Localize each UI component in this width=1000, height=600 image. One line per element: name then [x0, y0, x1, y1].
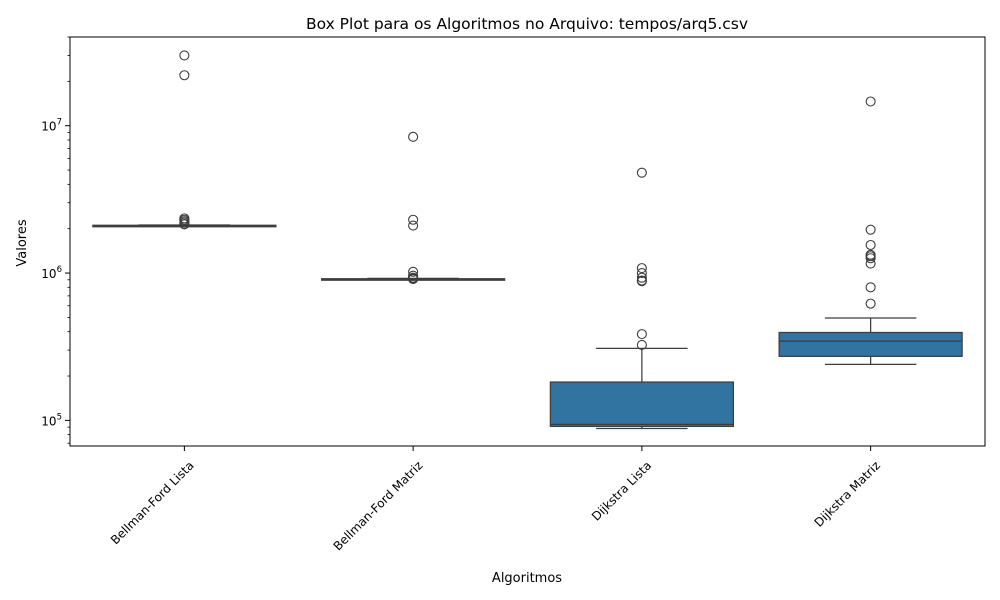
- y-tick-label: 106: [41, 265, 62, 281]
- outlier-point: [865, 282, 876, 293]
- y-tick-label: 107: [41, 118, 62, 134]
- outlier-point: [865, 96, 876, 107]
- outlier-point: [636, 167, 647, 178]
- outlier-point: [408, 131, 419, 142]
- y-axis-label: Valores: [15, 219, 30, 266]
- outlier-point: [408, 214, 419, 225]
- y-tick-label: 105: [41, 412, 62, 428]
- outlier-point: [865, 224, 876, 235]
- outlier-point: [179, 70, 190, 81]
- plot-frame: [69, 36, 986, 447]
- outlier-point: [865, 253, 876, 264]
- outlier-point: [636, 263, 647, 274]
- outlier-point: [636, 267, 647, 279]
- box: [549, 381, 734, 428]
- outlier-point: [636, 329, 647, 340]
- chart-title: Box Plot para os Algoritmos no Arquivo: …: [306, 15, 748, 33]
- x-axis-label: Algoritmos: [492, 571, 562, 586]
- x-tick-label: Bellman-Ford Lista: [108, 458, 197, 547]
- x-tick-label: Bellman-Ford Matriz: [331, 458, 426, 553]
- outlier-point: [636, 276, 647, 287]
- outlier-point: [865, 258, 876, 269]
- outlier-point: [408, 274, 419, 285]
- outlier-point: [408, 266, 419, 277]
- outlier-point: [865, 239, 876, 251]
- plot-area: 105 106 107 Bellman-Ford Lista Bellman-Ford …: [41, 36, 986, 553]
- x-tick-label: Dijkstra Lista: [589, 458, 654, 523]
- outlier-point: [636, 272, 647, 283]
- outlier-point: [865, 298, 876, 309]
- box: [778, 331, 963, 357]
- outlier-point: [179, 219, 190, 230]
- outlier-point: [408, 220, 419, 231]
- outlier-point: [179, 50, 190, 61]
- x-tick-label: Dijkstra Matriz: [812, 458, 883, 529]
- outlier-point: [636, 339, 647, 351]
